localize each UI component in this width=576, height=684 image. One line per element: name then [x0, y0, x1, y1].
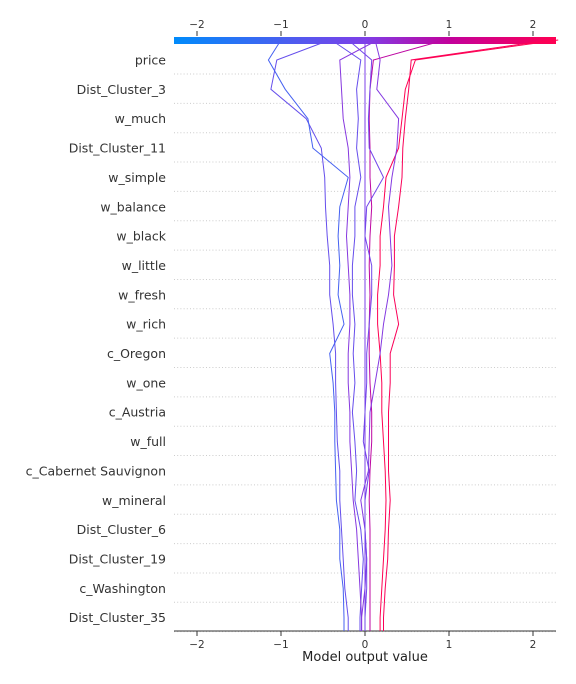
- feature-label: c_Washington: [79, 581, 166, 596]
- feature-label: w_rich: [126, 317, 166, 332]
- feature-label: price: [135, 53, 166, 68]
- feature-label: w_balance: [100, 199, 166, 214]
- feature-labels: price Dist_Cluster_3 w_much Dist_Cluster_11…: [26, 53, 167, 626]
- decision-line-sample-1: [384, 40, 550, 631]
- feature-label: w_simple: [108, 170, 166, 185]
- x-tick-label-top: 2: [530, 19, 537, 31]
- decision-line-sample-4: [361, 40, 399, 631]
- feature-label: Dist_Cluster_35: [69, 610, 166, 625]
- feature-label: c_Oregon: [107, 346, 166, 361]
- feature-label: w_mineral: [102, 493, 166, 508]
- feature-label: w_fresh: [118, 287, 166, 302]
- feature-label: w_black: [116, 229, 166, 244]
- x-tick-label-bottom: 2: [530, 639, 537, 651]
- x-tick-label-top: −1: [273, 19, 288, 31]
- feature-label: c_Austria: [109, 405, 166, 420]
- feature-label: w_much: [115, 111, 166, 126]
- feature-label: w_little: [122, 258, 167, 273]
- x-tick-label-bottom: −1: [273, 639, 288, 651]
- feature-label: w_one: [126, 375, 166, 390]
- decision-line-sample-10: [268, 40, 348, 631]
- x-tick-label-bottom: −2: [189, 639, 204, 651]
- x-tick-label-bottom: 1: [446, 639, 453, 651]
- feature-label: Dist_Cluster_19: [69, 551, 166, 566]
- x-tick-label-top: 0: [362, 19, 369, 31]
- decision-line-sample-7: [331, 40, 363, 631]
- feature-label: Dist_Cluster_3: [77, 82, 166, 97]
- decision-lines: [268, 40, 558, 631]
- feature-label: c_Cabernet Sauvignon: [26, 463, 166, 478]
- x-tick-label-top: 1: [446, 19, 453, 31]
- feature-label: w_full: [130, 434, 166, 449]
- x-axis-label: Model output value: [302, 650, 428, 665]
- decision-line-sample-8: [340, 40, 378, 631]
- feature-label: Dist_Cluster_11: [69, 141, 166, 156]
- decision-line-sample-3: [369, 40, 445, 631]
- x-tick-label-top: −2: [189, 19, 204, 31]
- feature-label: Dist_Cluster_6: [77, 522, 166, 537]
